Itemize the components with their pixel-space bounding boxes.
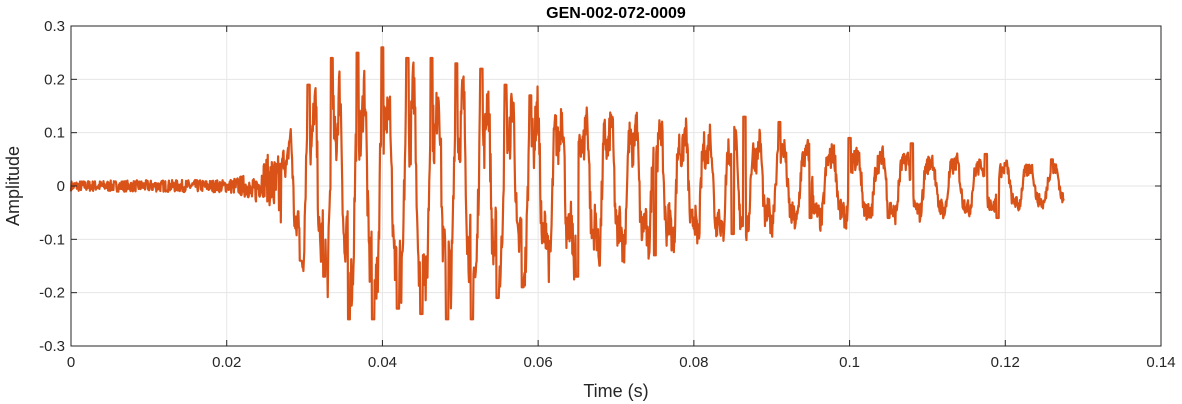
y-tick-label: 0 <box>57 178 65 195</box>
y-tick-label: -0.2 <box>39 285 65 302</box>
tick-marks <box>70 25 1162 347</box>
x-axis-label: Time (s) <box>583 381 648 401</box>
x-tick-labels: 0 0.02 0.04 0.06 0.08 0.1 0.12 0.14 <box>67 354 1176 371</box>
x-tick-label: 0.12 <box>991 354 1020 371</box>
y-tick-label: -0.3 <box>39 338 65 355</box>
x-tick-label: 0.06 <box>524 354 553 371</box>
x-tick-label: 0.1 <box>839 354 860 371</box>
y-axis-label: Amplitude <box>3 146 23 226</box>
y-tick-label: 0.2 <box>44 71 65 88</box>
series-group <box>69 46 1065 321</box>
x-tick-label: 0.02 <box>212 354 241 371</box>
x-tick-label: 0.08 <box>679 354 708 371</box>
x-tick-label: 0 <box>67 354 75 371</box>
x-tick-label: 0.14 <box>1146 354 1175 371</box>
series-line <box>69 46 1065 321</box>
x-tick-label: 0.04 <box>368 354 397 371</box>
chart-title: GEN-002-072-0009 <box>546 5 686 22</box>
y-tick-label: 0.3 <box>44 18 65 35</box>
y-tick-label: -0.1 <box>39 231 65 248</box>
y-tick-labels: -0.3 -0.2 -0.1 0 0.1 0.2 0.3 <box>39 18 65 355</box>
y-tick-label: 0.1 <box>44 125 65 142</box>
